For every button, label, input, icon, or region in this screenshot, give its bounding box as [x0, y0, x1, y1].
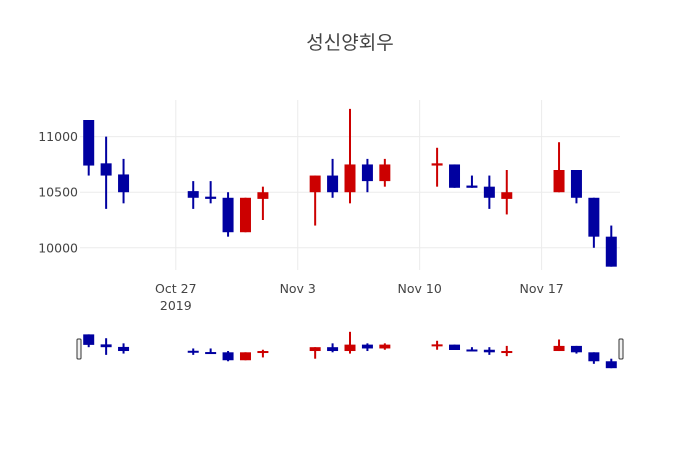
candle[interactable] [588, 197, 600, 248]
y-tick-label: 11000 [38, 129, 78, 144]
slider-candle[interactable] [431, 340, 443, 350]
candles[interactable] [83, 108, 617, 267]
candle[interactable] [431, 147, 443, 187]
slider-candle[interactable] [570, 345, 582, 354]
candle[interactable] [501, 170, 513, 215]
y-tick-label: 10500 [38, 185, 78, 200]
candle[interactable] [118, 158, 130, 204]
y-axis: 10000 10500 11000 [38, 129, 78, 255]
slider-candle[interactable] [483, 347, 495, 355]
slider-candle[interactable] [344, 331, 356, 354]
candle[interactable] [466, 175, 478, 188]
candle[interactable] [449, 164, 461, 188]
slider-candle[interactable] [553, 339, 565, 352]
slider-candle[interactable] [222, 351, 234, 362]
slider-candle[interactable] [501, 345, 513, 357]
slider-candle[interactable] [239, 352, 251, 361]
slider-candle[interactable] [205, 348, 217, 355]
slider-candle[interactable] [309, 347, 321, 359]
x-tick-label: Oct 27 [155, 281, 197, 296]
candle[interactable] [605, 225, 617, 267]
candle[interactable] [239, 197, 251, 233]
chart-title: 성신양회우 [306, 32, 394, 54]
candle[interactable] [309, 175, 321, 226]
candle[interactable] [257, 186, 269, 220]
candle[interactable] [222, 192, 234, 237]
x-tick-label: Nov 17 [519, 281, 563, 296]
slider-candle[interactable] [257, 349, 269, 358]
x-tick-sublabel: 2019 [160, 298, 192, 313]
slider-candle[interactable] [187, 348, 199, 355]
slider-candle[interactable] [361, 343, 373, 352]
slider-candle[interactable] [588, 352, 600, 364]
x-tick-label: Nov 3 [280, 281, 316, 296]
x-tick-label: Nov 10 [398, 281, 442, 296]
range-slider-right-handle[interactable] [618, 338, 624, 360]
candle[interactable] [483, 175, 495, 209]
range-slider-left-handle[interactable] [76, 338, 82, 360]
slider-candle[interactable] [118, 343, 130, 354]
slider-candle[interactable] [449, 344, 461, 350]
candle[interactable] [187, 181, 199, 209]
candle[interactable] [553, 142, 565, 193]
candle[interactable] [327, 158, 339, 198]
range-slider[interactable] [76, 331, 624, 369]
candle[interactable] [205, 181, 217, 204]
candle[interactable] [379, 158, 391, 187]
slider-candle[interactable] [327, 343, 339, 353]
candle[interactable] [361, 158, 373, 193]
candle[interactable] [570, 170, 582, 204]
slider-candle[interactable] [466, 347, 478, 352]
x-axis: Oct 27 2019 Nov 3 Nov 10 Nov 17 [155, 281, 564, 313]
slider-candle[interactable] [379, 343, 391, 350]
candle[interactable] [100, 136, 112, 209]
slider-candle[interactable] [605, 358, 617, 369]
candle[interactable] [83, 120, 95, 176]
slider-candle[interactable] [100, 338, 112, 355]
candle[interactable] [344, 108, 356, 204]
slider-candle[interactable] [83, 334, 95, 348]
y-tick-label: 10000 [38, 240, 78, 255]
